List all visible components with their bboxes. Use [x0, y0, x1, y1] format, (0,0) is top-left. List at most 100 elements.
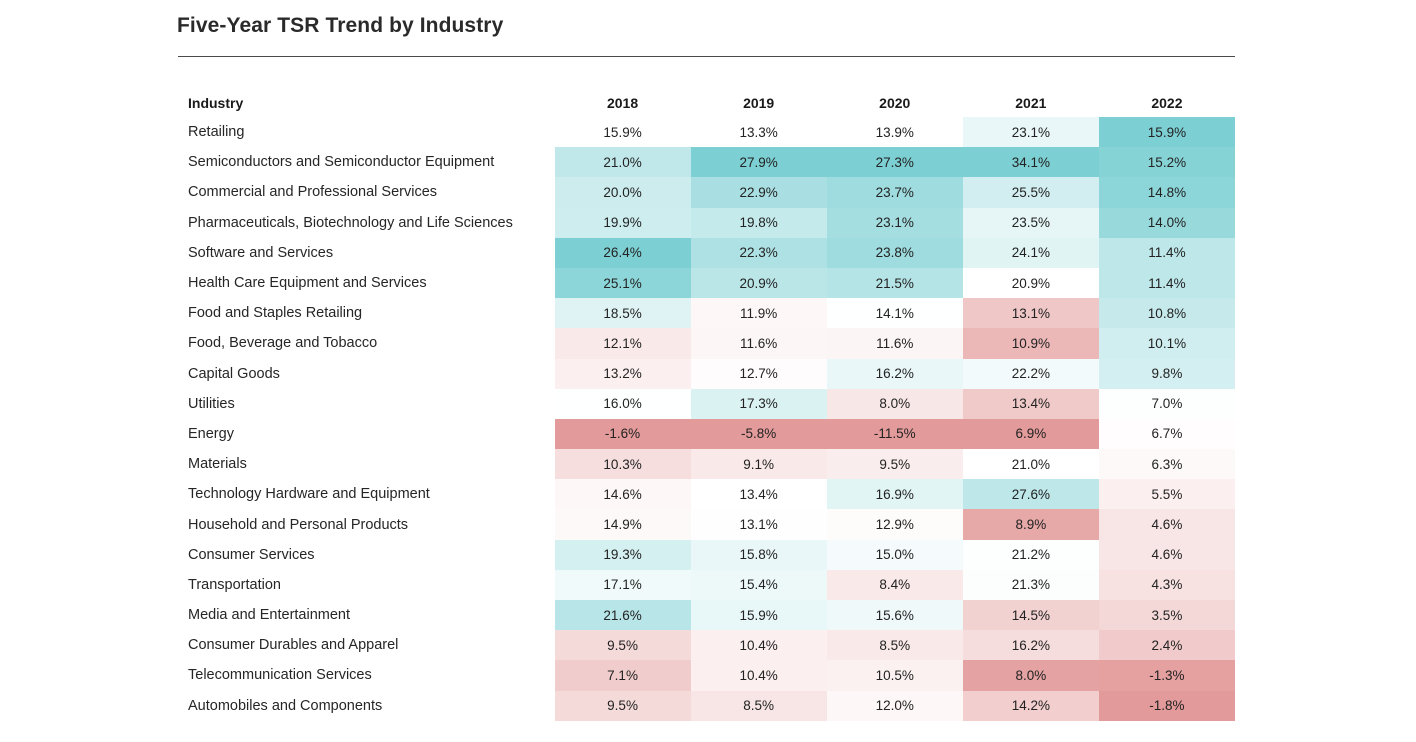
heatmap-cell: 25.1% [554, 267, 691, 299]
heatmap-cell: 26.4% [554, 237, 691, 268]
heatmap-cell: 27.3% [826, 147, 963, 178]
industry-label: Telecommunication Services [188, 667, 372, 684]
heatmap-cell: 13.4% [962, 388, 1099, 419]
heatmap-cell: 9.5% [554, 630, 691, 661]
heatmap-cell: 25.5% [962, 177, 1099, 208]
heatmap-cell: 23.5% [962, 207, 1099, 238]
heatmap-cell: 6.3% [1098, 449, 1235, 480]
table-row: Pharmaceuticals, Biotechnology and Life … [178, 207, 1235, 238]
industry-label: Utilities [188, 395, 235, 412]
heatmap-cell: 21.5% [826, 267, 963, 299]
table-row: Software and Services 26.4% 22.3% 23.8% 24.1… [178, 237, 1235, 268]
heatmap-cell: 14.1% [826, 298, 963, 329]
heatmap-cell: 4.3% [1098, 569, 1235, 600]
heatmap-cell: 27.9% [690, 147, 827, 178]
heatmap-cell: 19.9% [554, 207, 691, 238]
heatmap-cell: 8.0% [826, 388, 963, 419]
column-header-2020: 2020 [879, 94, 911, 111]
heatmap-cell: 21.0% [962, 449, 1099, 480]
heatmap-cell: 20.9% [690, 267, 827, 299]
table-row: Energy -1.6% -5.8% -11.5% 6.9% 6.7% [178, 418, 1235, 450]
table-row: Food, Beverage and Tobacco 12.1% 11.6% 11.6… [178, 328, 1235, 359]
heatmap-cell: 10.4% [690, 630, 827, 661]
heatmap-cell: 23.7% [826, 177, 963, 208]
column-header-2018: 2018 [606, 94, 639, 111]
industry-label: Food and Staples Retailing [188, 305, 363, 322]
heatmap-cell: 6.7% [1098, 418, 1235, 450]
heatmap-cell: 21.6% [554, 600, 691, 631]
heatmap-cell: 15.9% [1098, 117, 1235, 148]
heatmap-cell: -1.6% [554, 418, 691, 450]
heatmap-cell: 14.2% [962, 690, 1099, 721]
heatmap-cell: 11.4% [1098, 267, 1235, 299]
heatmap-cell: 9.8% [1098, 358, 1235, 389]
heatmap-cell: 20.0% [554, 177, 691, 208]
heatmap-cell: 22.2% [962, 358, 1099, 389]
heatmap-cell: 13.4% [690, 479, 827, 510]
industry-label: Energy [188, 425, 234, 442]
industry-label: Health Care Equipment and Services [188, 275, 427, 292]
heatmap-cell: 6.9% [962, 418, 1099, 450]
heatmap-cell: 7.0% [1098, 388, 1235, 419]
heatmap-cell: 17.1% [554, 569, 691, 600]
table-row: Consumer Durables and Apparel 9.5% 10.4% 8.… [178, 630, 1235, 661]
table-row: Transportation 17.1% 15.4% 8.4% 21.3% 4.3% [178, 569, 1235, 600]
industry-label: Household and Personal Products [188, 516, 409, 533]
heatmap-cell: 14.9% [554, 509, 691, 540]
heatmap-cell: -1.8% [1098, 690, 1235, 721]
heatmap-cell: 10.3% [554, 449, 691, 480]
heatmap-cell: 15.2% [1098, 147, 1235, 178]
industry-label: Food, Beverage and Tobacco [188, 335, 378, 352]
table-row: Technology Hardware and Equipment 14.6% 13… [178, 479, 1235, 510]
title-divider [178, 56, 1235, 57]
heatmap-cell: 8.0% [962, 660, 1099, 691]
heatmap-cell: 11.6% [690, 328, 827, 359]
industry-label: Automobiles and Components [188, 697, 383, 714]
heatmap-cell: 18.5% [554, 298, 691, 329]
heatmap-cell: 7.1% [554, 660, 691, 691]
heatmap-cell: 2.4% [1098, 630, 1235, 661]
heatmap-cell: 11.9% [690, 298, 827, 329]
heatmap-cell: 15.9% [690, 600, 827, 631]
heatmap-cell: 15.0% [826, 539, 963, 570]
heatmap-cell: 9.5% [826, 449, 963, 480]
header-row: Industry 2018 2019 2020 2021 2022 [178, 88, 1235, 117]
table-row: Semiconductors and Semiconductor Equipme… [178, 147, 1235, 178]
heatmap-cell: -11.5% [826, 418, 963, 450]
industry-label: Pharmaceuticals, Biotechnology and Life … [188, 214, 513, 231]
heatmap-cell: 15.8% [690, 539, 827, 570]
heatmap-cell: 5.5% [1098, 479, 1235, 510]
heatmap-cell: 16.2% [962, 630, 1099, 661]
heatmap-cell: 9.5% [554, 690, 691, 721]
heatmap-cell: -1.3% [1098, 660, 1235, 691]
heatmap-cell: -5.8% [690, 418, 827, 450]
heatmap-cell: 15.4% [690, 569, 827, 600]
heatmap-cell: 16.9% [826, 479, 963, 510]
heatmap-cell: 21.3% [962, 569, 1099, 600]
heatmap-cell: 13.1% [962, 298, 1099, 329]
table-row: Retailing 15.9% 13.3% 13.9% 23.1% 15.9% [178, 117, 1235, 148]
heatmap-cell: 22.3% [690, 237, 827, 268]
heatmap-cell: 11.6% [826, 328, 963, 359]
industry-label: Semiconductors and Semiconductor Equipme… [188, 154, 495, 171]
heatmap-cell: 10.1% [1098, 328, 1235, 359]
heatmap-table: Industry 2018 2019 2020 2021 2022 Retailing 1… [178, 88, 1235, 721]
heatmap-cell: 24.1% [962, 237, 1099, 268]
heatmap-cell: 10.4% [690, 660, 827, 691]
heatmap-cell: 4.6% [1098, 539, 1235, 570]
table-row: Commercial and Professional Services 20.0… [178, 177, 1235, 208]
table-row: Materials 10.3% 9.1% 9.5% 21.0% 6.3% [178, 449, 1235, 480]
industry-label: Consumer Durables and Apparel [188, 637, 399, 654]
heatmap-cell: 13.3% [690, 117, 827, 148]
industry-label: Commercial and Professional Services [188, 184, 438, 201]
heatmap-cell: 16.0% [554, 388, 691, 419]
row-header: Industry [188, 94, 244, 111]
chart-title: Five-Year TSR Trend by Industry [177, 14, 504, 37]
heatmap-cell: 15.9% [554, 117, 691, 148]
heatmap-cell: 14.8% [1098, 177, 1235, 208]
heatmap-cell: 27.6% [962, 479, 1099, 510]
heatmap-cell: 10.8% [1098, 298, 1235, 329]
table-row: Automobiles and Components 9.5% 8.5% 12.0% 1… [178, 690, 1235, 721]
heatmap-cell: 23.8% [826, 237, 963, 268]
industry-label: Transportation [188, 576, 281, 593]
